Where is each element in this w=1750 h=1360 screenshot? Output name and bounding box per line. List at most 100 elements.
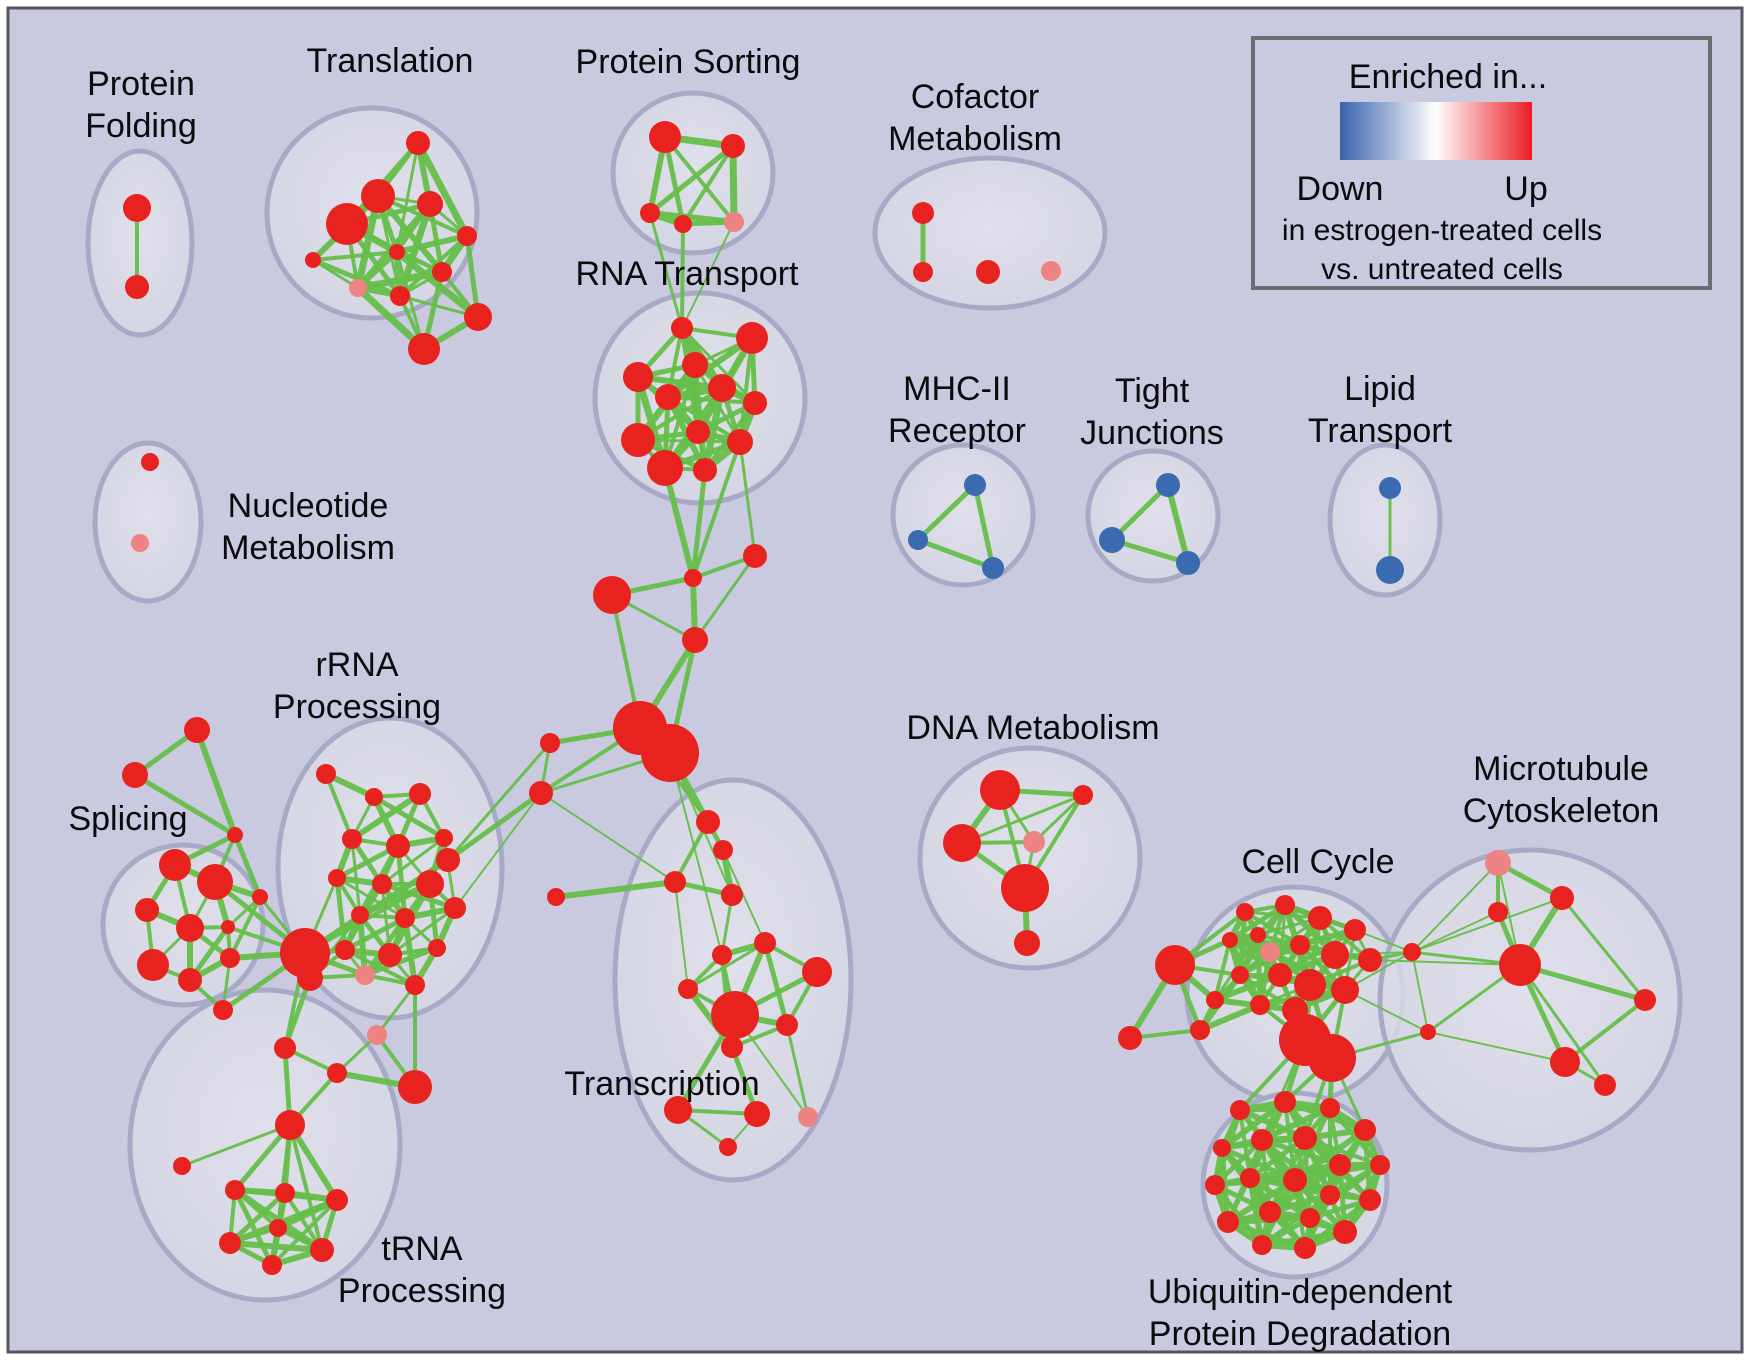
network-node-cc19[interactable]	[1260, 942, 1280, 962]
network-node-tr11[interactable]	[305, 252, 321, 268]
network-node-dm2[interactable]	[943, 824, 981, 862]
network-node-rr0[interactable]	[316, 764, 336, 784]
network-node-ub1[interactable]	[1274, 1091, 1296, 1113]
network-node-th5[interactable]	[262, 1255, 282, 1275]
network-node-nm1[interactable]	[131, 534, 149, 552]
network-node-rr10[interactable]	[395, 908, 415, 928]
network-node-tr7[interactable]	[349, 279, 367, 297]
network-node-sp0[interactable]	[159, 849, 191, 881]
network-node-sp1[interactable]	[197, 864, 233, 900]
network-node-tx4[interactable]	[711, 991, 759, 1039]
network-node-cn7[interactable]	[529, 781, 553, 805]
network-node-rrp1[interactable]	[367, 1025, 387, 1045]
network-node-cn9[interactable]	[696, 810, 720, 834]
network-node-cc11[interactable]	[1231, 966, 1249, 984]
network-node-cc8[interactable]	[1290, 935, 1310, 955]
network-node-sp8[interactable]	[252, 889, 268, 905]
network-node-cc18[interactable]	[1190, 1020, 1210, 1040]
network-node-ub10[interactable]	[1205, 1175, 1225, 1195]
network-node-tr9[interactable]	[464, 303, 492, 331]
network-node-rr14[interactable]	[428, 939, 446, 957]
network-node-rr4[interactable]	[386, 834, 410, 858]
network-node-rt10[interactable]	[647, 450, 683, 486]
network-node-rr2[interactable]	[409, 783, 431, 805]
network-node-mc4[interactable]	[1634, 989, 1656, 1011]
network-node-nm0[interactable]	[141, 453, 159, 471]
network-node-mh1[interactable]	[908, 530, 928, 550]
network-node-pf0[interactable]	[123, 194, 151, 222]
network-node-ub13[interactable]	[1293, 1126, 1317, 1150]
network-node-mc3[interactable]	[1499, 944, 1541, 986]
network-node-ub14[interactable]	[1329, 1154, 1351, 1176]
network-node-cc15[interactable]	[1250, 995, 1270, 1015]
network-node-cc6[interactable]	[1344, 919, 1366, 941]
network-node-rr13[interactable]	[378, 943, 402, 967]
network-node-cn12[interactable]	[721, 884, 743, 906]
network-node-th2[interactable]	[326, 1189, 348, 1211]
network-node-ub5[interactable]	[1359, 1189, 1381, 1211]
network-node-rt2[interactable]	[623, 362, 653, 392]
network-node-rr7[interactable]	[372, 874, 392, 894]
network-node-cc21[interactable]	[1308, 1034, 1356, 1082]
network-node-tx5[interactable]	[776, 1014, 798, 1036]
network-node-st1[interactable]	[122, 762, 148, 788]
network-node-cc4[interactable]	[1275, 895, 1295, 915]
network-node-tr4[interactable]	[457, 226, 477, 246]
network-node-cf3[interactable]	[1041, 261, 1061, 281]
network-node-cc13[interactable]	[1294, 969, 1326, 1001]
network-node-ub7[interactable]	[1294, 1237, 1316, 1259]
network-node-cn1[interactable]	[593, 576, 631, 614]
network-node-tx10[interactable]	[719, 1138, 737, 1156]
network-node-cn2[interactable]	[743, 544, 767, 568]
network-node-mc6[interactable]	[1594, 1074, 1616, 1096]
network-node-tj2[interactable]	[1176, 551, 1200, 575]
network-node-th4[interactable]	[310, 1238, 334, 1262]
network-node-cn10[interactable]	[713, 840, 733, 860]
network-node-ub0[interactable]	[1230, 1100, 1250, 1120]
network-node-tr6[interactable]	[432, 262, 452, 282]
network-node-rt9[interactable]	[727, 429, 753, 455]
network-node-cc9[interactable]	[1321, 941, 1349, 969]
network-node-tx3[interactable]	[678, 979, 698, 999]
network-node-cn5[interactable]	[641, 724, 699, 782]
network-node-th0[interactable]	[225, 1180, 245, 1200]
network-node-tr1[interactable]	[361, 179, 395, 213]
network-node-rc0[interactable]	[274, 1037, 296, 1059]
network-node-tr5[interactable]	[389, 244, 405, 260]
network-node-cc1[interactable]	[1118, 1026, 1142, 1050]
network-node-tx0[interactable]	[712, 945, 732, 965]
network-node-rc2[interactable]	[398, 1070, 432, 1104]
network-node-mc5[interactable]	[1550, 1047, 1580, 1077]
network-node-sp6[interactable]	[178, 968, 202, 992]
network-node-sp5[interactable]	[137, 949, 169, 981]
network-node-ccj0[interactable]	[1403, 943, 1421, 961]
network-node-sp9[interactable]	[213, 1000, 233, 1020]
network-node-mh0[interactable]	[964, 474, 986, 496]
network-node-tx2[interactable]	[802, 957, 832, 987]
network-node-sp4[interactable]	[221, 920, 235, 934]
network-node-rt6[interactable]	[655, 384, 681, 410]
network-node-rr6[interactable]	[328, 869, 346, 887]
network-node-mh2[interactable]	[982, 557, 1004, 579]
network-node-mc0[interactable]	[1485, 850, 1511, 876]
network-node-rr12[interactable]	[335, 940, 355, 960]
network-node-cc5[interactable]	[1308, 906, 1332, 930]
network-node-dm5[interactable]	[1014, 930, 1040, 956]
network-node-ps1[interactable]	[721, 134, 745, 158]
network-node-ub9[interactable]	[1217, 1211, 1239, 1233]
network-node-st0[interactable]	[184, 717, 210, 743]
network-node-rr1[interactable]	[365, 788, 383, 806]
network-node-ccj1[interactable]	[1420, 1024, 1436, 1040]
network-node-tr8[interactable]	[390, 286, 410, 306]
network-node-ub6[interactable]	[1333, 1220, 1357, 1244]
network-node-rt1[interactable]	[736, 322, 768, 354]
network-node-tj0[interactable]	[1156, 473, 1180, 497]
network-node-tr0[interactable]	[406, 131, 430, 155]
network-node-dm4[interactable]	[1001, 864, 1049, 912]
network-node-cc7[interactable]	[1250, 927, 1266, 943]
network-node-ub15[interactable]	[1240, 1168, 1260, 1188]
network-node-cc14[interactable]	[1331, 976, 1359, 1004]
network-node-cc3[interactable]	[1236, 903, 1254, 921]
network-node-cf2[interactable]	[976, 260, 1000, 284]
network-node-dm1[interactable]	[1073, 785, 1093, 805]
